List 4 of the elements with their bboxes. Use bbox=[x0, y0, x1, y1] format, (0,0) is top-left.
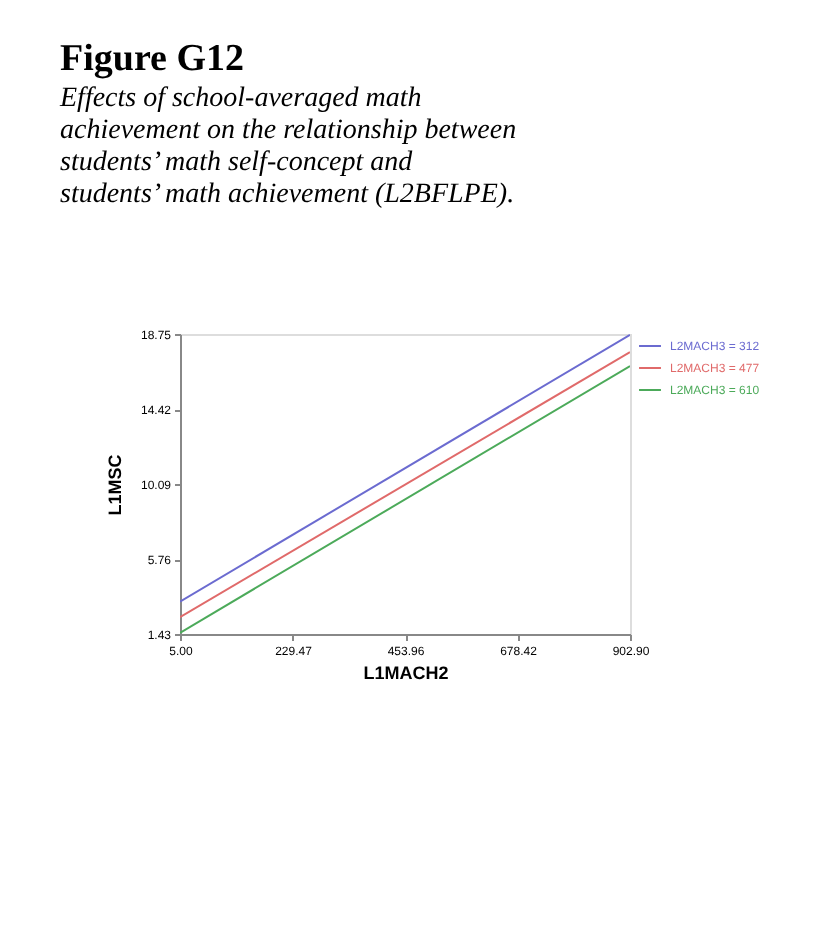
y-axis-title: L1MSC bbox=[104, 453, 125, 516]
x-axis-title: L1MACH2 bbox=[363, 663, 449, 683]
chart-title: Figure G12 bbox=[60, 38, 245, 80]
chart-subtitle: Effects of school-averaged math achievement on the relationship between students’ math self-concept and students’ math achievement (L2BFLPE). bbox=[58, 84, 517, 210]
